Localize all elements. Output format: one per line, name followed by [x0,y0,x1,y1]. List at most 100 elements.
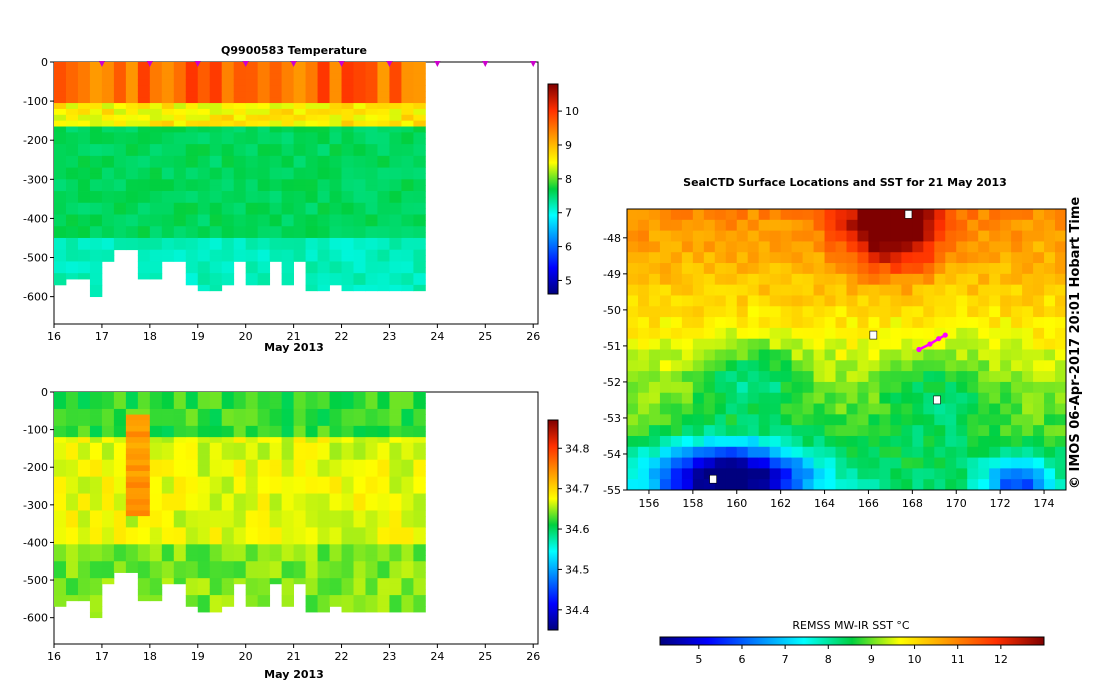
sst-cell [901,360,913,372]
section-cell [401,583,414,590]
section-cell [269,470,283,478]
section-cell [101,73,115,80]
sst-cell [681,414,694,426]
section-cell [245,408,259,415]
section-cell [77,255,91,262]
section-cell [401,97,414,104]
sst-cell [627,435,639,448]
section-cell [329,155,342,163]
section-cell [54,202,67,210]
sst-cell [747,360,760,372]
sst-cell [824,435,837,448]
section-cell [329,185,342,192]
section-cell [173,470,187,478]
section-cell [305,279,318,286]
sst-cell [1011,252,1023,264]
sst-cell [692,338,705,350]
section-cell [65,544,79,551]
sst-cell [978,263,990,275]
sst-cell [769,381,782,394]
section-cell [113,549,127,557]
section-cell [413,144,426,151]
section-cell [221,589,235,596]
section-cell [377,191,390,198]
section-cell [365,533,378,540]
sst-cell [703,230,716,242]
section-cell [101,196,115,204]
section-cell [233,459,247,466]
sst-cell [956,263,968,275]
sst-cell [813,252,826,264]
section-cell [329,487,342,494]
section-cell [113,476,127,483]
section-cell [257,191,271,198]
section-cell [209,167,223,174]
sst-cell [703,263,716,275]
section-cell [125,403,139,410]
sst-cell [890,435,902,448]
section-cell [401,103,414,110]
section-cell [305,284,318,292]
section-cell [233,167,247,174]
salinity-colorbar-gradient [547,419,559,631]
section-cell [401,431,414,438]
sst-cell [923,263,935,275]
sst-cell [758,317,771,329]
sst-cell [967,490,978,501]
section-cell [161,243,175,251]
section-cell [401,533,414,540]
section-cell [233,243,247,251]
section-cell [377,454,390,461]
section-cell [305,420,318,427]
section-cell [389,126,402,133]
section-cell [137,437,151,444]
section-cell [221,465,235,472]
section-cell [377,504,390,511]
section-cell [329,555,342,562]
section-cell [173,144,187,151]
colorbar-tick-label: 7 [565,207,572,220]
section-cell [209,476,223,483]
section-cell [185,504,199,511]
sst-cell [670,295,683,307]
sst-cell [627,360,639,372]
sst-cell [978,414,990,426]
section-cell [77,120,91,127]
section-cell [221,510,235,517]
section-cell [149,73,163,80]
section-cell [245,279,259,286]
section-cell [353,179,366,186]
sst-cell [879,403,891,415]
colorbar-tick-label: 9 [565,139,572,152]
section-cell [161,516,175,523]
imos-credit: © IMOS 06-Apr-2017 20:01 Hobart Time [1068,196,1083,489]
section-cell [245,91,259,98]
sst-cell [736,327,749,340]
section-cell [245,397,259,404]
section-cell [377,279,390,286]
sst-cell [670,338,683,350]
section-cell [149,544,163,551]
section-cell [149,185,163,192]
sst-cell [912,457,924,469]
sst-cell [637,273,650,286]
sst-cell [836,490,847,501]
section-cell [329,220,342,227]
section-cell [197,149,211,157]
section-cell [353,403,366,410]
sst-cell [627,273,639,286]
section-cell [65,538,79,545]
section-cell [101,465,115,472]
section-cell [65,97,79,104]
section-cell [233,185,247,192]
sst-cell [1022,392,1034,405]
section-cell [125,476,139,483]
section-cell [413,149,426,157]
section-cell [269,85,283,92]
section-cell [365,470,378,478]
sst-cell [769,468,782,480]
section-cell [137,273,151,280]
section-cell [149,108,163,116]
sst-cell [714,209,727,221]
sst-colorbar-tick-label: 6 [738,653,745,666]
